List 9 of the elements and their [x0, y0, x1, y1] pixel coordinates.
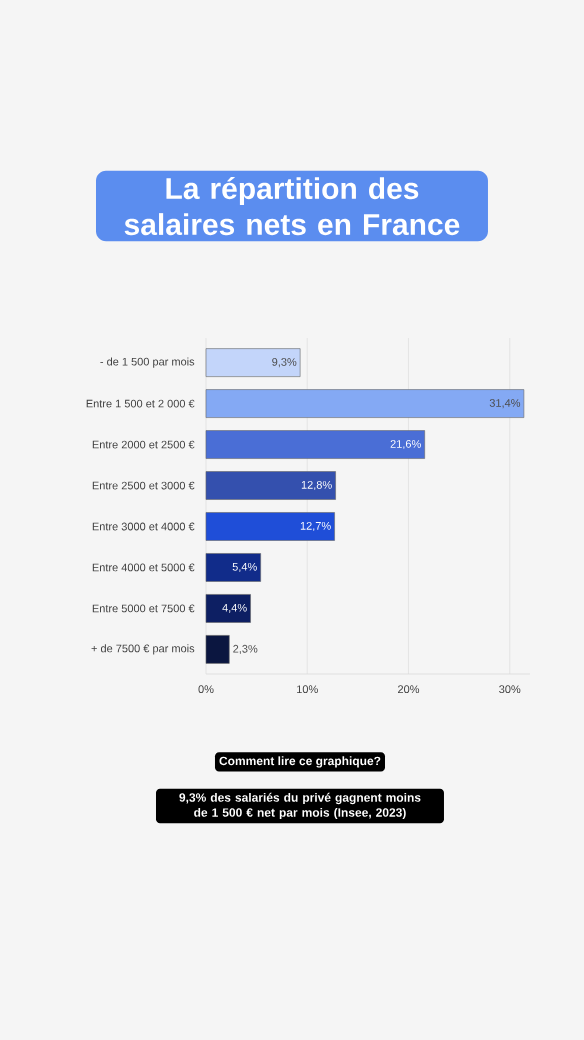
bar: [205, 389, 525, 418]
bar: [205, 512, 335, 541]
bar: [205, 553, 261, 582]
bar: [205, 430, 425, 459]
bar: [205, 635, 230, 664]
bar: [205, 348, 301, 377]
chart-title: La répartition des salaires nets en France: [124, 176, 460, 236]
bar: [205, 594, 251, 623]
bar: [205, 471, 336, 500]
